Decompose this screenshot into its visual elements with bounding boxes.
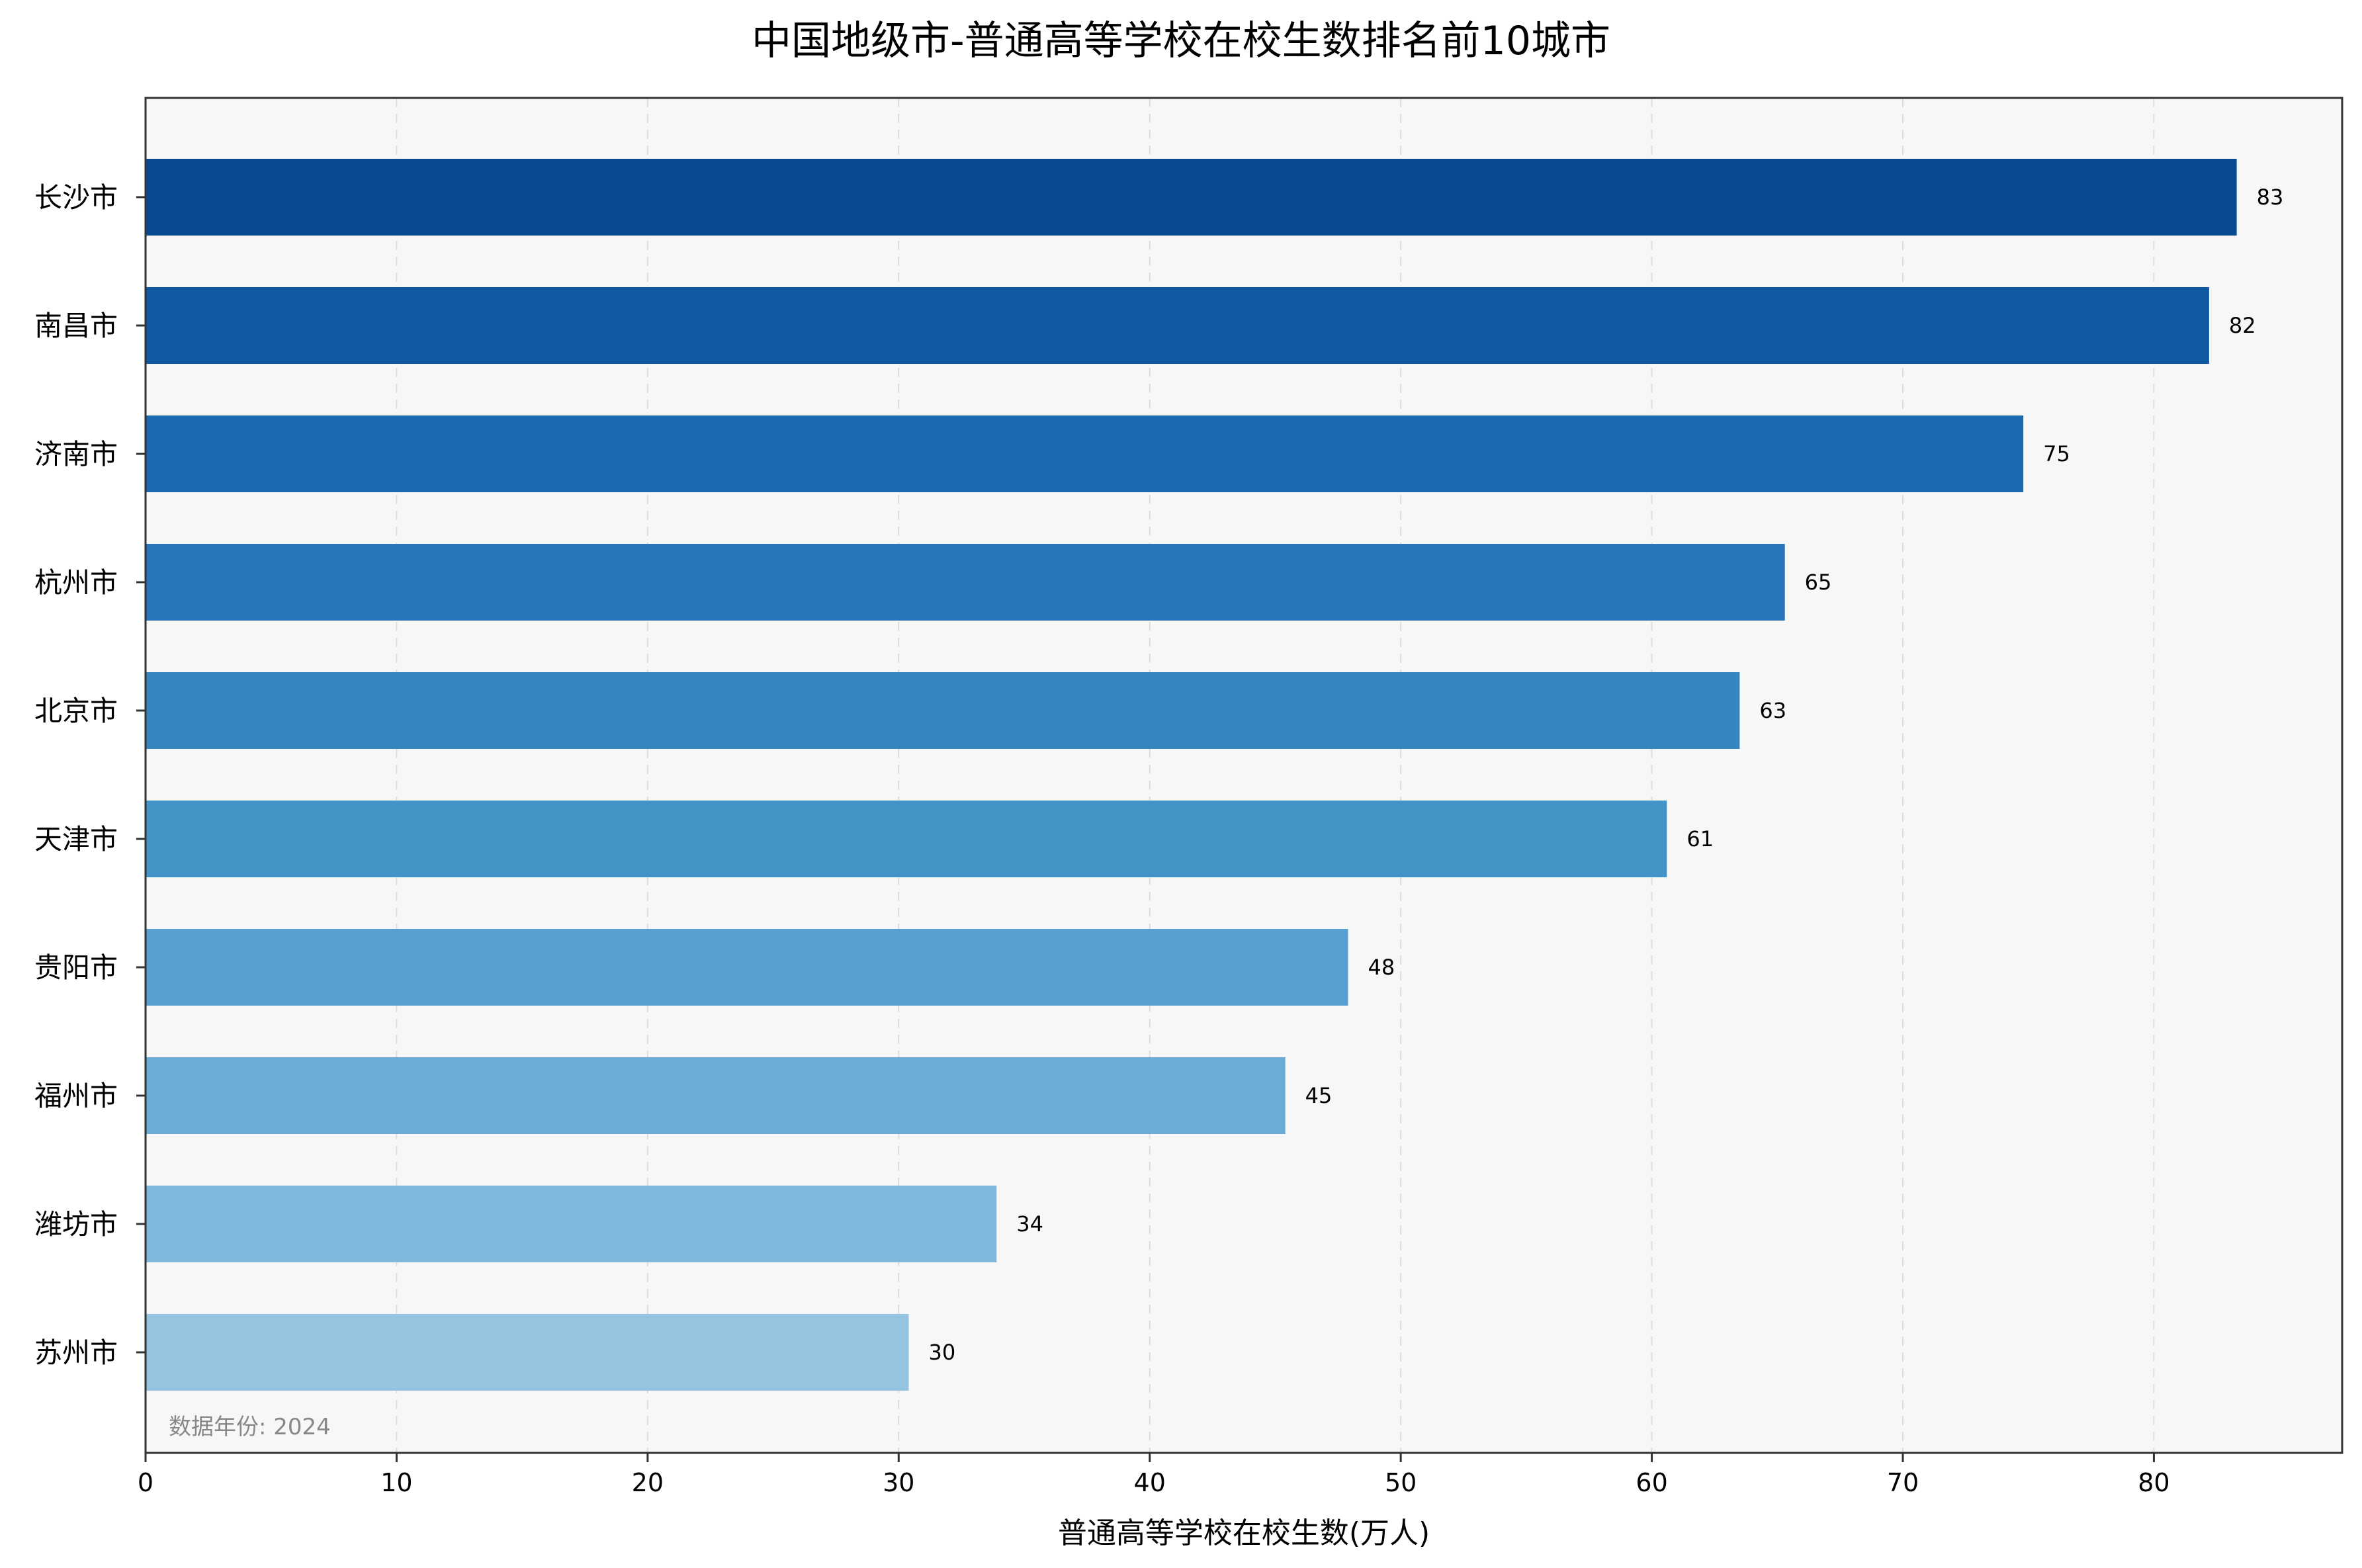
bar (146, 801, 1667, 877)
value-label: 34 (1016, 1211, 1043, 1237)
x-tick-label: 30 (883, 1468, 914, 1497)
value-label: 45 (1305, 1083, 1333, 1108)
x-tick-label: 10 (380, 1468, 412, 1497)
category-label: 苏州市 (34, 1336, 118, 1369)
value-label: 30 (928, 1340, 955, 1365)
value-label: 75 (2043, 441, 2070, 466)
x-tick-label: 50 (1385, 1468, 1417, 1497)
value-label: 65 (1805, 570, 1832, 595)
bar (146, 1057, 1286, 1134)
category-label: 南昌市 (34, 310, 118, 342)
category-label: 北京市 (34, 695, 118, 727)
data-year-note: 数据年份: 2024 (169, 1414, 331, 1440)
category-label: 贵阳市 (34, 951, 118, 984)
value-label: 82 (2229, 313, 2256, 338)
x-tick-label: 40 (1134, 1468, 1166, 1497)
category-label: 杭州市 (34, 566, 118, 599)
category-label: 济南市 (34, 438, 118, 470)
bar (146, 544, 1785, 621)
bar (146, 672, 1740, 749)
bar (146, 1314, 909, 1391)
bar (146, 287, 2209, 364)
x-tick-label: 0 (138, 1468, 153, 1497)
x-axis-title: 普通高等学校在校生数(万人) (1058, 1516, 1430, 1550)
x-tick-label: 20 (632, 1468, 664, 1497)
value-label: 61 (1686, 826, 1714, 851)
bar (146, 929, 1348, 1006)
x-tick-label: 70 (1887, 1468, 1919, 1497)
value-label: 83 (2257, 185, 2284, 210)
category-label: 潍坊市 (34, 1208, 118, 1241)
value-label: 63 (1759, 698, 1786, 723)
plot-frame (144, 97, 2343, 1454)
bars (146, 159, 2237, 1391)
labels: 0 10 20 30 40 50 60 70 80 长沙市 83 南昌市 82 济南市 75 杭州市 65 北京市… (34, 181, 2283, 1497)
chart-title: 中国地级市-普通高等学校在校生数排名前10城市 (752, 18, 1610, 64)
x-tick-label: 80 (2138, 1468, 2169, 1497)
bar (146, 1186, 997, 1262)
category-label: 天津市 (34, 823, 118, 855)
category-label: 长沙市 (34, 181, 118, 214)
bar (146, 159, 2237, 236)
category-label: 福州市 (34, 1080, 118, 1112)
bar (146, 415, 2024, 492)
x-tick-label: 60 (1636, 1468, 1667, 1497)
value-label: 48 (1368, 955, 1395, 980)
